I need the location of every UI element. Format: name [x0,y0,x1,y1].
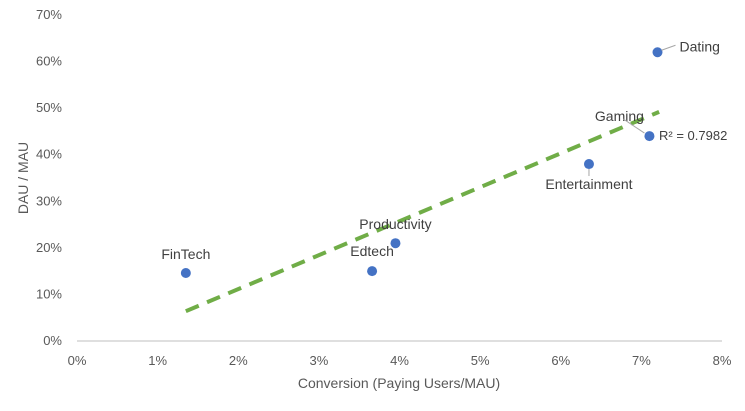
x-tick-label: 0% [68,353,87,368]
point-label: FinTech [161,246,210,262]
label-leader-line [623,118,645,134]
data-point [652,47,663,58]
point-labels: FinTech Edtech Productivity Entertainment Ga… [161,38,720,262]
x-axis-ticks: 0% 1% 2% 3% 4% 5% 6% 7% 8% [68,353,732,368]
point-label: Dating [680,38,720,54]
y-tick-label: 0% [43,333,62,348]
x-tick-label: 2% [229,353,248,368]
point-label: Gaming [595,108,644,124]
y-tick-label: 10% [36,286,62,301]
x-axis-title: Conversion (Paying Users/MAU) [298,375,500,391]
x-tick-label: 5% [471,353,490,368]
data-point [390,238,401,249]
x-tick-label: 3% [309,353,328,368]
data-points [180,47,663,279]
y-tick-label: 30% [36,193,62,208]
x-tick-label: 4% [390,353,409,368]
trendline [185,110,660,314]
r-squared-label: R² = 0.7982 [659,128,727,143]
label-leader-line [661,44,676,51]
y-axis-title: DAU / MAU [15,142,31,214]
x-tick-label: 6% [551,353,570,368]
x-tick-label: 8% [713,353,732,368]
y-axis-ticks: 0% 10% 20% 30% 40% 50% 60% 70% [36,7,62,348]
x-tick-label: 7% [632,353,651,368]
point-label: Edtech [350,243,394,259]
y-tick-label: 70% [36,7,62,22]
point-label: Entertainment [545,176,632,192]
y-tick-label: 40% [36,147,62,162]
data-point [583,159,594,170]
data-point [180,268,191,279]
data-point [367,266,378,277]
y-tick-label: 50% [36,100,62,115]
trendline-group [185,110,660,314]
x-tick-label: 1% [148,353,167,368]
y-tick-label: 60% [36,54,62,69]
data-point [644,131,655,142]
point-label: Productivity [359,216,431,232]
y-tick-label: 20% [36,240,62,255]
